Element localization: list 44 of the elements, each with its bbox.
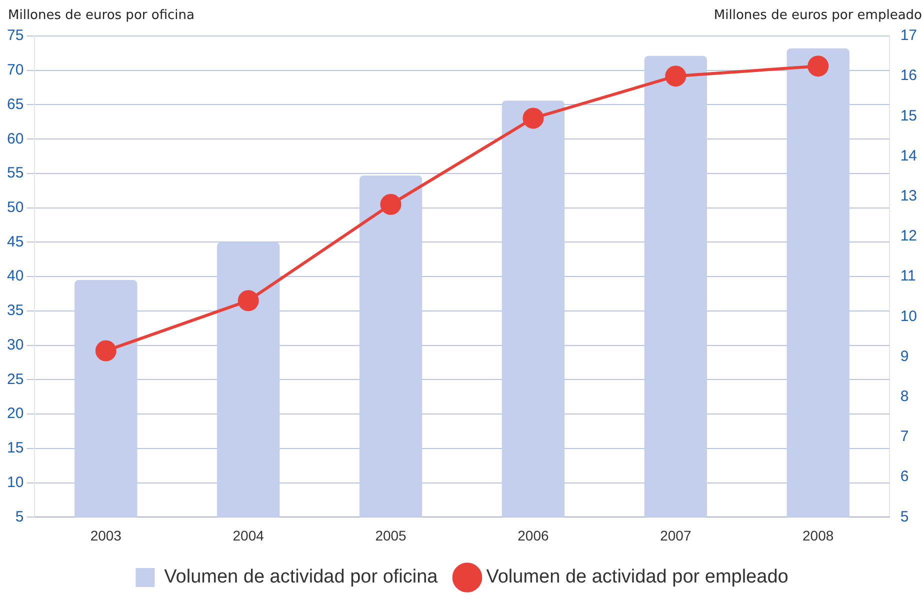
y2-tick-label: 12 — [900, 228, 918, 245]
x-tick-label: 2006 — [518, 527, 549, 544]
x-tick-label: 2005 — [375, 527, 407, 544]
y2-axis-title: Millones de euros por empleado — [714, 8, 922, 23]
x-tick-label: 2004 — [232, 527, 264, 544]
y-tick-label: 30 — [6, 336, 24, 354]
y-tick-label: 75 — [6, 27, 24, 44]
point — [238, 290, 259, 312]
y2-tick-label: 9 — [900, 348, 909, 365]
point — [665, 66, 686, 87]
y2-tick-label: 14 — [900, 147, 918, 164]
point — [95, 340, 116, 362]
y2-tick-label: 8 — [900, 388, 909, 406]
point — [522, 108, 544, 129]
x-tick-label: 2007 — [660, 527, 692, 544]
y2-tick-label: 15 — [900, 107, 918, 124]
y2-tick-label: 5 — [900, 508, 909, 526]
legend-label: Volumen de actividad por empleado — [486, 566, 788, 588]
y-tick-label: 35 — [6, 302, 24, 320]
x-tick-label: 2003 — [90, 527, 122, 544]
point — [380, 194, 402, 215]
y-axis-title: Millones de euros por oficina — [8, 8, 194, 23]
y-tick-label: 5 — [15, 508, 24, 526]
y2-tick-label: 6 — [900, 468, 909, 486]
y2-tick-label: 17 — [900, 27, 918, 44]
y-tick-label: 65 — [6, 96, 24, 113]
x-tick-label: 2008 — [802, 527, 834, 544]
y-tick-label: 15 — [6, 440, 24, 457]
y2-tick-label: 13 — [900, 188, 918, 205]
y-tick-label: 25 — [6, 370, 24, 388]
y-tick-label: 70 — [6, 62, 24, 79]
y-tick-label: 55 — [6, 164, 24, 182]
y-tick-label: 20 — [6, 405, 24, 422]
y2-tick-label: 16 — [900, 67, 918, 84]
y-tick-label: 10 — [6, 474, 24, 491]
point — [808, 56, 829, 77]
y2-tick-label: 11 — [900, 268, 916, 285]
y2-tick-label: 10 — [900, 308, 918, 325]
y-tick-label: 50 — [6, 199, 24, 216]
y-tick-label: 60 — [6, 130, 24, 148]
y-tick-label: 40 — [6, 268, 24, 285]
y2-tick-label: 7 — [900, 428, 909, 446]
y-tick-label: 45 — [6, 233, 24, 250]
legend-label: Volumen de actividad por oficina — [164, 566, 438, 588]
